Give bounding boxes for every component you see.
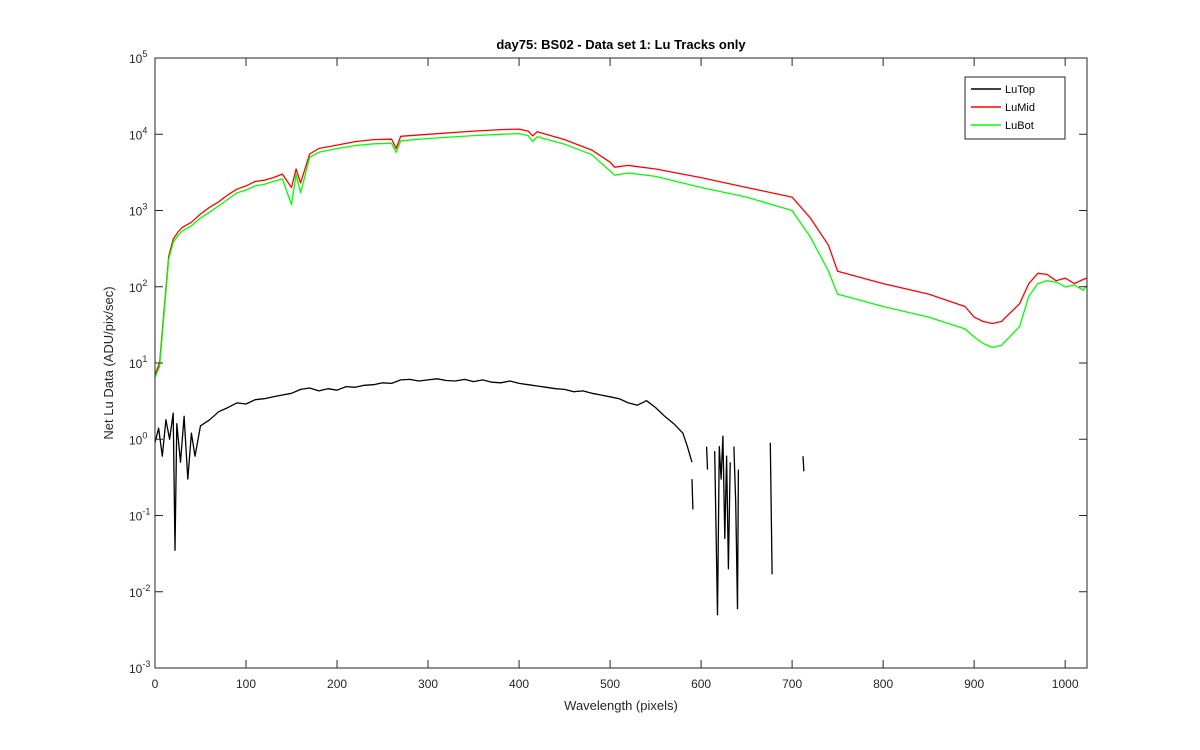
series-line-lutop-6 [802,456,805,472]
series-line-lubot-0 [154,132,1088,378]
y-tick-label: 103 [129,202,147,219]
legend-label-lubot: LuBot [1005,120,1034,132]
series-line-lutop-2 [705,446,709,470]
x-tick-label: 200 [327,677,347,691]
x-tick-label: 600 [691,677,711,691]
series-line-lumid-0 [154,128,1088,376]
series-lutop [154,378,805,616]
x-tick-label: 500 [600,677,620,691]
y-tick-label: 102 [129,278,147,295]
legend-box [964,76,1066,140]
series-lubot [154,132,1088,378]
series-line-lutop-3 [714,435,731,616]
series-lumid [154,128,1088,376]
legend-label-lutop: LuTop [1005,84,1035,96]
series-line-lutop-0 [154,378,693,551]
x-tick-label: 900 [964,677,984,691]
x-tick-label: 100 [236,677,256,691]
y-axis-title: Net Lu Data (ADU/pix/sec) [101,286,116,439]
legend-label-lumid: LuMid [1005,102,1035,114]
x-tick-label: 0 [152,677,159,691]
chart-title: day75: BS02 - Data set 1: Lu Tracks only [496,37,746,52]
series-line-lutop-5 [769,442,773,575]
y-tick-label: 10-1 [129,507,150,524]
y-tick-label: 104 [129,125,147,142]
series-line-lutop-4 [733,446,740,610]
x-tick-label: 400 [509,677,529,691]
plot-area [155,58,1087,668]
y-tick-label: 10-3 [129,659,150,676]
x-tick-label: 700 [782,677,802,691]
x-axis-title: Wavelength (pixels) [564,698,678,713]
y-tick-label: 100 [129,430,147,447]
ticks-layer: 0 100 200 300 400 500 600 700 800 900 1000 10-3 10-2… [129,49,1087,691]
series-line-lutop-1 [691,479,694,510]
y-tick-label: 10-2 [129,583,150,600]
y-tick-label: 101 [129,354,147,371]
series-layer [154,128,1088,616]
legend: LuTop LuMid LuBot [964,76,1066,140]
x-tick-label: 1000 [1052,677,1079,691]
x-tick-label: 300 [418,677,438,691]
y-tick-label: 105 [129,49,147,66]
x-tick-label: 800 [873,677,893,691]
